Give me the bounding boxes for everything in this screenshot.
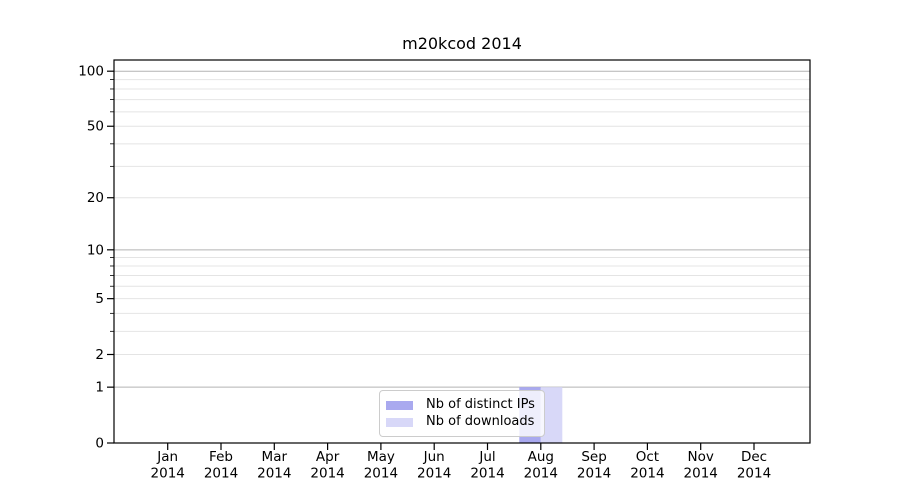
x-tick-label-month: Jul: [478, 449, 495, 465]
legend-label-distinct-ips: Nb of distinct IPs: [426, 397, 535, 412]
x-tick-label-year: 2014: [417, 466, 451, 482]
x-tick-label-year: 2014: [577, 466, 611, 482]
x-tick-label-year: 2014: [257, 466, 291, 482]
tick-labels: 0125102050100Jan2014Feb2014Mar2014Apr201…: [78, 64, 771, 482]
x-tick-label-month: May: [367, 449, 395, 465]
x-tick-label-year: 2014: [204, 466, 238, 482]
legend-swatch-distinct-ips: [386, 400, 413, 410]
x-tick-label-year: 2014: [684, 466, 718, 482]
x-tick-label-month: Nov: [688, 449, 714, 465]
legend-item-downloads: Nb of downloads: [386, 414, 536, 430]
axes: [113, 59, 811, 444]
x-tick-label-month: Jan: [156, 449, 178, 465]
x-tick-label-month: Jun: [423, 449, 445, 465]
y-tick-label: 10: [87, 242, 104, 258]
x-tick-label-year: 2014: [524, 466, 558, 482]
bar-downloads: [540, 387, 563, 443]
x-tick-label-month: Sep: [581, 449, 606, 465]
legend-item-distinct-ips: Nb of distinct IPs: [386, 397, 536, 413]
y-tick-label: 50: [87, 119, 104, 135]
legend-label-downloads: Nb of downloads: [426, 414, 535, 429]
plot-frame: [113, 59, 811, 444]
tick-marks: [107, 70, 755, 450]
x-tick-label-month: Aug: [528, 449, 554, 465]
y-tick-label: 100: [78, 64, 104, 80]
y-tick-label: 5: [95, 291, 104, 307]
x-tick-label-year: 2014: [630, 466, 664, 482]
x-tick-label-month: Feb: [209, 449, 233, 465]
x-tick-label-month: Dec: [741, 449, 767, 465]
legend: Nb of distinct IPs Nb of downloads: [379, 390, 545, 437]
x-tick-label-month: Mar: [262, 449, 288, 465]
y-tick-label: 1: [95, 380, 104, 396]
x-tick-label-month: Apr: [316, 449, 340, 465]
x-tick-label-year: 2014: [310, 466, 344, 482]
chart-title: m20kcod 2014: [402, 34, 522, 53]
x-tick-label-year: 2014: [151, 466, 185, 482]
x-tick-label-year: 2014: [737, 466, 771, 482]
x-tick-label-year: 2014: [364, 466, 398, 482]
x-tick-label-year: 2014: [470, 466, 504, 482]
y-tick-label: 0: [95, 436, 104, 452]
y-tick-label: 20: [87, 190, 104, 206]
gridlines: [114, 70, 810, 388]
legend-swatch-downloads: [386, 417, 413, 427]
y-tick-label: 2: [95, 347, 104, 363]
x-tick-label-month: Oct: [636, 449, 659, 465]
